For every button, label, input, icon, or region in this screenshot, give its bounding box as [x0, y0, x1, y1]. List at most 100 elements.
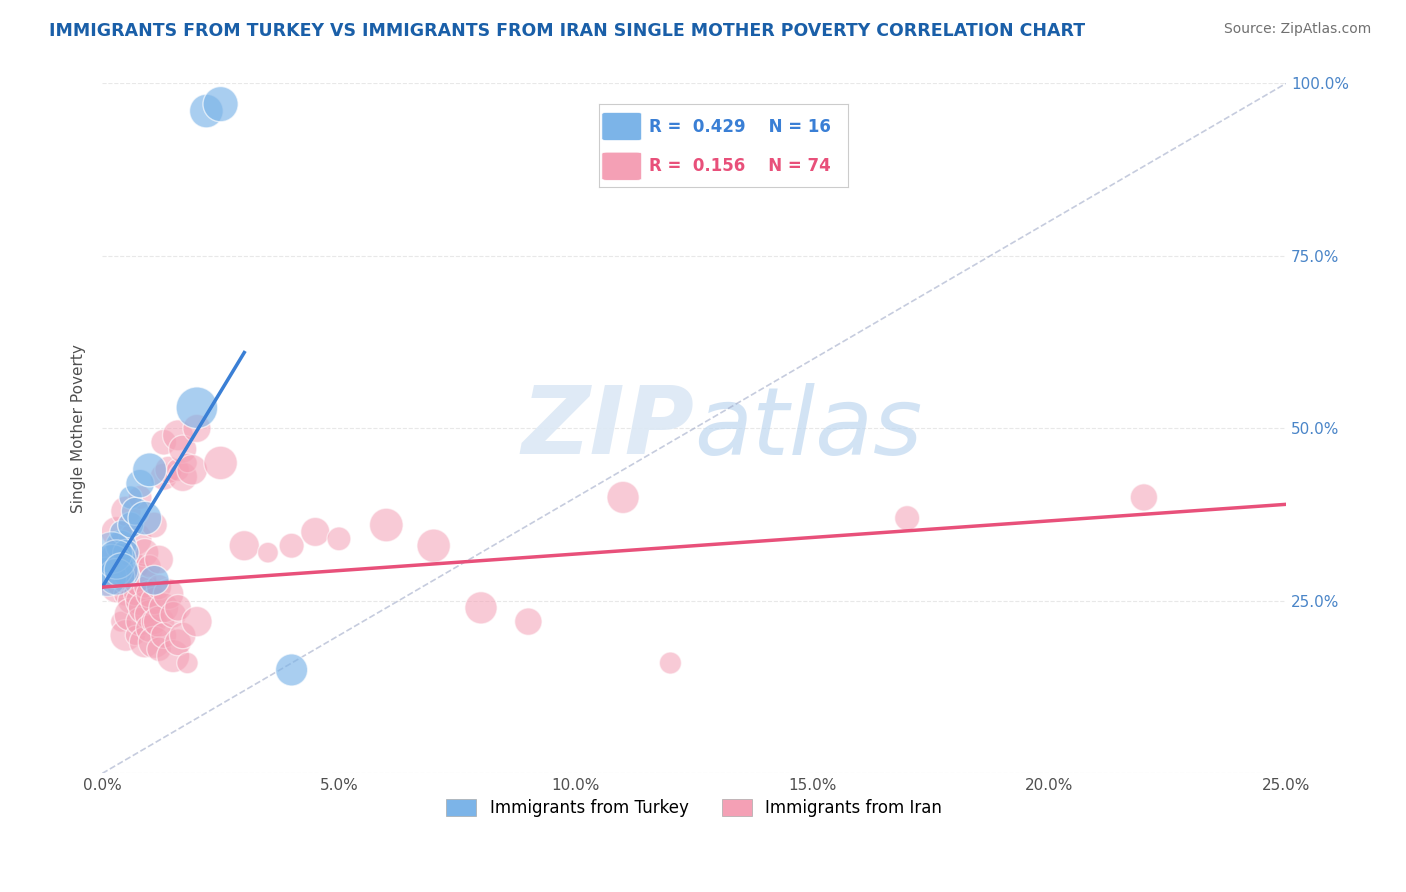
Point	[105, 546, 128, 560]
Point	[110, 552, 132, 566]
Point	[100, 559, 122, 574]
Point	[152, 469, 174, 483]
Point	[115, 504, 138, 518]
Point	[120, 518, 142, 533]
Point	[167, 428, 190, 442]
Point	[138, 622, 160, 636]
Point	[134, 600, 156, 615]
Point	[328, 532, 350, 546]
Point	[110, 539, 132, 553]
Point	[148, 615, 170, 629]
Point	[105, 580, 128, 594]
Point	[148, 552, 170, 566]
Point	[167, 463, 190, 477]
Text: atlas: atlas	[695, 383, 922, 474]
Point	[105, 552, 128, 566]
Point	[148, 580, 170, 594]
Point	[134, 546, 156, 560]
Point	[110, 573, 132, 587]
Point	[148, 642, 170, 657]
Point	[612, 491, 634, 505]
Point	[517, 615, 540, 629]
Point	[143, 615, 166, 629]
Point	[138, 587, 160, 601]
Point	[124, 559, 146, 574]
Point	[110, 524, 132, 539]
Point	[110, 563, 132, 577]
Point	[195, 103, 218, 118]
Point	[129, 615, 152, 629]
Point	[124, 587, 146, 601]
Point	[129, 594, 152, 608]
Point	[129, 491, 152, 505]
Point	[120, 552, 142, 566]
Point	[167, 635, 190, 649]
Point	[100, 546, 122, 560]
Point	[176, 656, 198, 670]
Point	[124, 628, 146, 642]
Point	[162, 649, 184, 664]
Point	[659, 656, 682, 670]
Point	[172, 442, 194, 457]
Point	[105, 570, 128, 584]
Point	[143, 635, 166, 649]
Point	[152, 628, 174, 642]
Text: Source: ZipAtlas.com: Source: ZipAtlas.com	[1223, 22, 1371, 37]
Point	[186, 615, 208, 629]
Point	[896, 511, 918, 525]
Point	[181, 463, 204, 477]
Point	[143, 518, 166, 533]
Point	[304, 524, 326, 539]
Point	[209, 456, 232, 470]
Point	[124, 532, 146, 546]
Point	[115, 587, 138, 601]
Point	[134, 511, 156, 525]
Point	[96, 570, 118, 584]
Point	[143, 573, 166, 587]
Point	[172, 469, 194, 483]
Point	[120, 607, 142, 622]
Point	[115, 573, 138, 587]
Point	[115, 566, 138, 581]
Point	[124, 504, 146, 518]
Point	[470, 600, 492, 615]
Point	[375, 518, 398, 533]
Point	[110, 615, 132, 629]
Point	[280, 539, 302, 553]
Point	[100, 559, 122, 574]
Point	[1133, 491, 1156, 505]
Point	[138, 463, 160, 477]
Point	[134, 580, 156, 594]
Point	[186, 421, 208, 435]
Legend: Immigrants from Turkey, Immigrants from Iran: Immigrants from Turkey, Immigrants from …	[440, 792, 949, 823]
Point	[129, 573, 152, 587]
Point	[172, 628, 194, 642]
Point	[138, 559, 160, 574]
Point	[115, 628, 138, 642]
Point	[143, 594, 166, 608]
Point	[152, 435, 174, 450]
Point	[120, 566, 142, 581]
Point	[120, 491, 142, 505]
Point	[280, 663, 302, 677]
Point	[138, 607, 160, 622]
Point	[422, 539, 444, 553]
Point	[152, 600, 174, 615]
Point	[186, 401, 208, 415]
Point	[176, 456, 198, 470]
Point	[257, 546, 280, 560]
Point	[134, 635, 156, 649]
Point	[162, 607, 184, 622]
Point	[115, 546, 138, 560]
Text: IMMIGRANTS FROM TURKEY VS IMMIGRANTS FROM IRAN SINGLE MOTHER POVERTY CORRELATION: IMMIGRANTS FROM TURKEY VS IMMIGRANTS FRO…	[49, 22, 1085, 40]
Point	[129, 476, 152, 491]
Point	[120, 594, 142, 608]
Text: ZIP: ZIP	[522, 383, 695, 475]
Point	[105, 552, 128, 566]
Point	[167, 600, 190, 615]
Point	[209, 97, 232, 112]
Point	[157, 587, 180, 601]
Point	[110, 539, 132, 553]
Y-axis label: Single Mother Poverty: Single Mother Poverty	[72, 344, 86, 513]
Point	[157, 463, 180, 477]
